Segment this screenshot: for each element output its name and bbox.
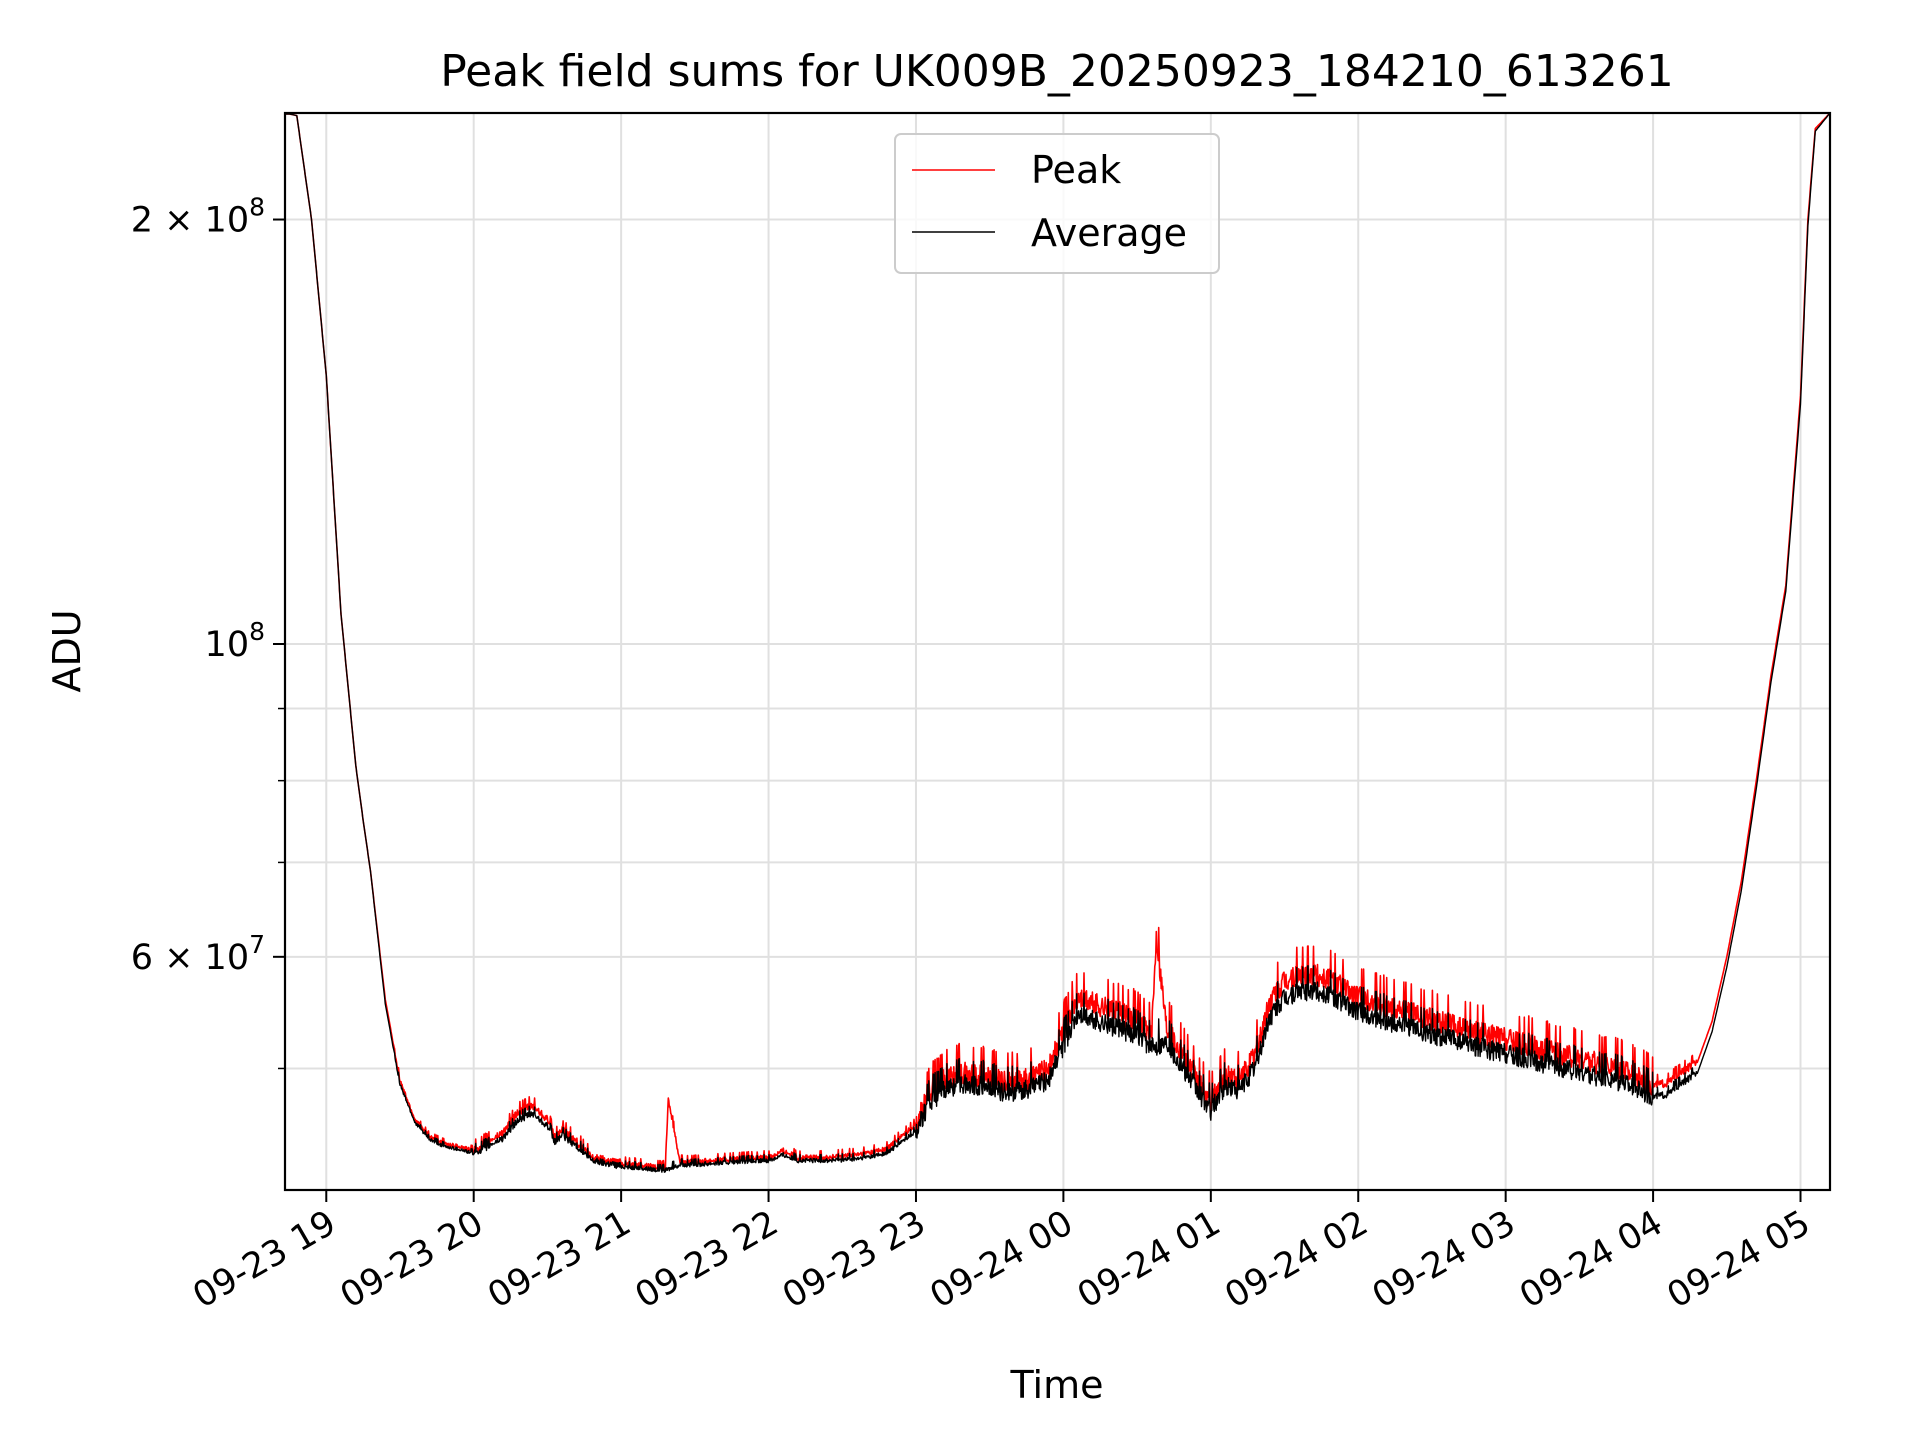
series-line-peak [284, 113, 1831, 1171]
legend-box [894, 133, 1220, 274]
legend: Peak Average [894, 133, 1220, 274]
x-axis-label: Time [1010, 1363, 1104, 1407]
y-tick-label: 108 [205, 617, 265, 665]
chart-title: Peak field sums for UK009B_20250923_1842… [440, 46, 1674, 97]
legend-label-average: Average [1031, 211, 1187, 255]
y-tick-label: 2 × 108 [131, 193, 265, 241]
axes-frame [283, 111, 1832, 1192]
y-tick-label: 6 × 107 [131, 930, 265, 978]
y-axis-label: ADU [45, 609, 89, 692]
series-line-average [284, 113, 1831, 1173]
legend-label-peak: Peak [1031, 148, 1121, 192]
grid [285, 113, 1830, 1190]
plot-series [284, 113, 1831, 1173]
